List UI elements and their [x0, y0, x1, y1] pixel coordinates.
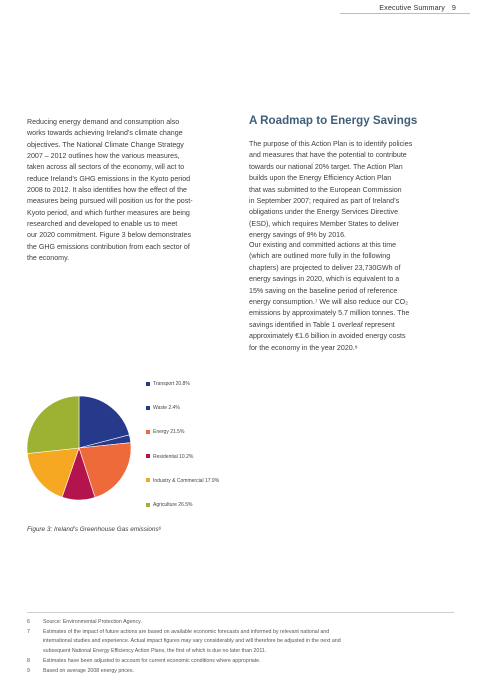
text-line: obligations under the Energy Services Di… — [249, 208, 399, 217]
text-line: towards our national 20% target. The Act… — [249, 162, 403, 171]
section-title: Executive Summary — [379, 3, 445, 12]
page-number: 9 — [451, 3, 456, 12]
text-line: Reducing energy demand and consumption a… — [27, 118, 180, 126]
pie-slice-agriculture — [26, 395, 80, 454]
paragraph-savings: Our existing and committed actions at th… — [249, 240, 459, 354]
legend-item: Transport 20.8% — [146, 381, 190, 387]
text-line: energy savings in 2020, which is equival… — [249, 275, 400, 284]
text-line: (ESD), which requires Member States to d… — [249, 219, 399, 228]
legend-swatch — [146, 429, 150, 434]
ghg-pie-chart: Transport 20.8% Waste 2.4% Energy 21.5% Res… — [25, 372, 255, 522]
footnote: 7 Estimates of the impact of future acti… — [27, 628, 341, 657]
footnote-text: Based on average 2008 energy prices. — [43, 667, 134, 674]
section-heading: A Roadmap to Energy Savings — [249, 114, 418, 127]
footnote-rule — [27, 612, 454, 613]
footnote-number: 9 — [27, 667, 30, 674]
text-line: emissions by approximately 5.7 million t… — [249, 309, 410, 318]
left-column-text: Reducing energy demand and consumption a… — [27, 117, 245, 264]
footnote-text: international studies and experience. Ac… — [43, 638, 341, 645]
pie-chart-svg — [26, 395, 132, 501]
legend-label: Energy 21.5% — [153, 429, 185, 436]
text-line: energy consumption.⁷ We will also reduce… — [249, 298, 408, 307]
text-line: reduce Ireland’s GHG emissions in the Ky… — [27, 174, 191, 183]
legend-swatch — [146, 381, 150, 386]
text-line: works towards achieving Ireland’s climat… — [27, 129, 183, 138]
legend-label: Agriculture 26.5% — [153, 502, 193, 508]
page-header: Executive Summary 9 — [379, 3, 456, 12]
figure-caption: Figure 3: Ireland’s Greenhouse Gas emiss… — [27, 526, 162, 533]
text-line: energy savings of 9% by 2016. — [249, 231, 347, 240]
footnote-text: Source: Environmental Protection Agency. — [43, 619, 142, 625]
text-line: our 2020 commitment. Figure 3 below demo… — [27, 231, 192, 240]
text-line: (which are outlined more fully in the fo… — [249, 252, 391, 261]
footnotes: 6 Source: Environmental Protection Agenc… — [27, 618, 341, 676]
header-rule — [340, 13, 470, 14]
text-line: Our existing and committed actions at th… — [249, 241, 397, 249]
text-line: taken across all sectors of the economy,… — [27, 163, 185, 172]
legend-label: Transport 20.8% — [153, 381, 190, 387]
legend-label: Residential 10.2% — [153, 453, 194, 460]
text-line: and measures that have the potential to … — [249, 151, 407, 160]
text-line: for the economy in the year 2020.⁸ — [249, 343, 358, 352]
legend-item: Waste 2.4% — [146, 405, 180, 411]
legend-label: Industry & Commercial 17.9% — [153, 477, 220, 484]
footnote-text: subsequent National Energy Efficiency Ac… — [43, 648, 267, 655]
text-line: 2007 – 2012 outlines how the various mea… — [27, 152, 180, 161]
text-line: Kyoto period, and which further measures… — [27, 208, 190, 217]
footnote-number: 6 — [27, 619, 30, 625]
footnote-text: Estimates of the impact of future action… — [43, 628, 330, 635]
paragraph-purpose: The purpose of this Action Plan is to id… — [249, 139, 459, 242]
pie-slice-transport — [78, 395, 130, 449]
text-line: objectives. The National Climate Change … — [27, 140, 184, 149]
footnote-number: 7 — [27, 628, 30, 635]
text-line: chapters) are projected to deliver 23,73… — [249, 263, 401, 272]
legend-item: Residential 10.2% — [146, 454, 193, 460]
legend-swatch — [146, 502, 150, 507]
footnote: 9 Based on average 2008 energy prices. — [27, 667, 341, 677]
footnote: 6 Source: Environmental Protection Agenc… — [27, 618, 341, 628]
text-line: the economy. — [27, 254, 70, 263]
legend-swatch — [146, 405, 150, 410]
pie-slice-energy — [78, 442, 132, 498]
legend-item: Agriculture 26.5% — [146, 502, 192, 508]
pie-slice-industry-commercial — [26, 447, 80, 498]
footnote: 8 Estimates have been adjusted to accoun… — [27, 657, 341, 667]
text-line: builds upon the Energy Efficiency Action… — [249, 174, 392, 183]
text-line: 15% saving on the baseline period of ref… — [249, 286, 398, 295]
legend-label: Waste 2.4% — [153, 405, 180, 412]
text-line: measures being pursued will position us … — [27, 197, 193, 206]
text-line: 2008 to 2012. It also identifies how the… — [27, 186, 187, 195]
legend-swatch — [146, 454, 150, 459]
legend-item: Energy 21.5% — [146, 429, 184, 435]
text-line: the GHG emissions contribution from each… — [27, 242, 190, 251]
legend-swatch — [146, 478, 150, 483]
text-line: in September 2007; required as part of I… — [249, 197, 400, 206]
text-line: approximately €1.6 billion in avoided en… — [249, 332, 406, 341]
text-line: The purpose of this Action Plan is to id… — [249, 140, 413, 148]
text-line: savings identified in Table 1 overleaf r… — [249, 320, 395, 329]
text-line: that was submitted to the European Commi… — [249, 185, 402, 194]
legend-item: Industry & Commercial 17.9% — [146, 478, 219, 484]
text-line: researched and developed to enable us to… — [27, 220, 178, 229]
footnote-text: Estimates have been adjusted to account … — [43, 657, 261, 664]
footnote-number: 8 — [27, 657, 30, 664]
